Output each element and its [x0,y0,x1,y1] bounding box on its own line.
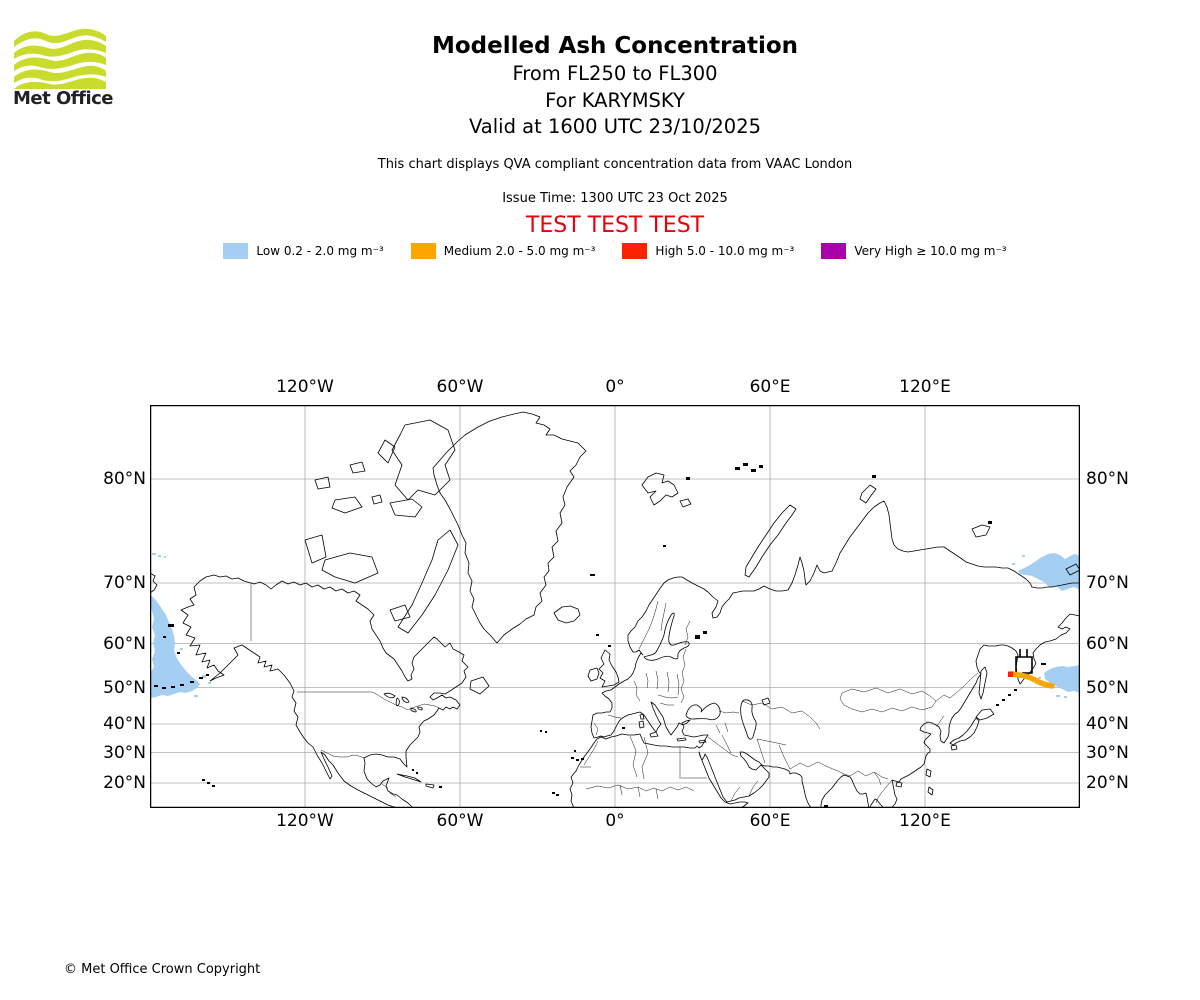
ash-plume-low-east-siberia [1012,553,1080,591]
legend-item-very-high: Very High ≥ 10.0 mg m⁻³ [821,243,1007,259]
world-map [150,405,1080,808]
legend-label-high: High 5.0 - 10.0 mg m⁻³ [655,244,795,258]
lat-label-left-20n: 20°N [103,773,146,793]
low-swatch-icon [223,243,249,259]
qva-note: This chart displays QVA compliant concen… [377,156,853,172]
high-swatch-icon [622,243,648,259]
copyright-notice: © Met Office Crown Copyright [64,962,261,977]
legend-item-medium: Medium 2.0 - 5.0 mg m⁻³ [410,243,596,259]
kamchatka-bold-boundary [1010,649,1033,674]
ash-plume-medium-kamchatka [1009,671,1055,689]
lon-label-bottom-120w: 120°W [276,811,334,831]
flight-level-subtitle: From FL250 to FL300 [512,62,718,85]
header-block: Modelled Ash Concentration From FL250 to… [30,31,1200,238]
valid-time-subtitle: Valid at 1600 UTC 23/10/2025 [468,115,762,138]
lon-label-bottom-60w: 60°W [436,811,484,831]
issue-time: Issue Time: 1300 UTC 23 Oct 2025 [502,190,728,206]
ash-plume-low-kamchatka [1038,665,1080,698]
coastlines [150,411,1080,808]
lat-label-right-50n: 50°N [1086,678,1129,698]
page-title: Modelled Ash Concentration [431,33,799,59]
lon-label-top-120e: 120°E [899,377,951,397]
lat-label-left-70n: 70°N [103,573,146,593]
lat-label-left-40n: 40°N [103,714,146,734]
met-office-logo-text: Met Office [13,88,114,109]
medium-swatch-icon [410,243,436,259]
lat-label-left-50n: 50°N [103,678,146,698]
lat-label-right-30n: 30°N [1086,743,1129,763]
lon-label-bottom-0: 0° [605,811,625,831]
legend-item-high: High 5.0 - 10.0 mg m⁻³ [622,243,794,259]
lat-label-right-60n: 60°N [1086,634,1129,654]
ash-plume-high-kamchatka [1008,671,1013,677]
lat-label-right-40n: 40°N [1086,714,1129,734]
lon-label-bottom-60e: 60°E [749,811,791,831]
lon-label-top-120w: 120°W [276,377,334,397]
legend-label-low: Low 0.2 - 2.0 mg m⁻³ [256,244,384,258]
concentration-legend: Low 0.2 - 2.0 mg m⁻³ Medium 2.0 - 5.0 mg… [30,243,1200,259]
country-borders [250,583,979,804]
ash-plume-low-bering [150,553,211,698]
lon-label-top-60w: 60°W [436,377,484,397]
legend-label-very-high: Very High ≥ 10.0 mg m⁻³ [854,244,1007,258]
lat-label-right-20n: 20°N [1086,773,1129,793]
lat-label-left-80n: 80°N [103,469,146,489]
lat-label-left-30n: 30°N [103,743,146,763]
lon-label-top-0: 0° [605,377,625,397]
lat-label-left-60n: 60°N [103,634,146,654]
legend-item-low: Low 0.2 - 2.0 mg m⁻³ [223,243,384,259]
lon-label-top-60e: 60°E [749,377,791,397]
small-islands [154,463,1046,807]
test-banner: TEST TEST TEST [525,212,705,238]
lat-label-right-80n: 80°N [1086,469,1129,489]
gridlines [150,405,1080,808]
lon-label-bottom-120e: 120°E [899,811,951,831]
lat-label-right-70n: 70°N [1086,573,1129,593]
met-office-logo-icon [14,28,106,89]
very-high-swatch-icon [821,243,847,259]
volcano-subtitle: For KARYMSKY [545,88,685,112]
legend-label-medium: Medium 2.0 - 5.0 mg m⁻³ [443,244,596,258]
map-frame-border [150,405,1080,808]
